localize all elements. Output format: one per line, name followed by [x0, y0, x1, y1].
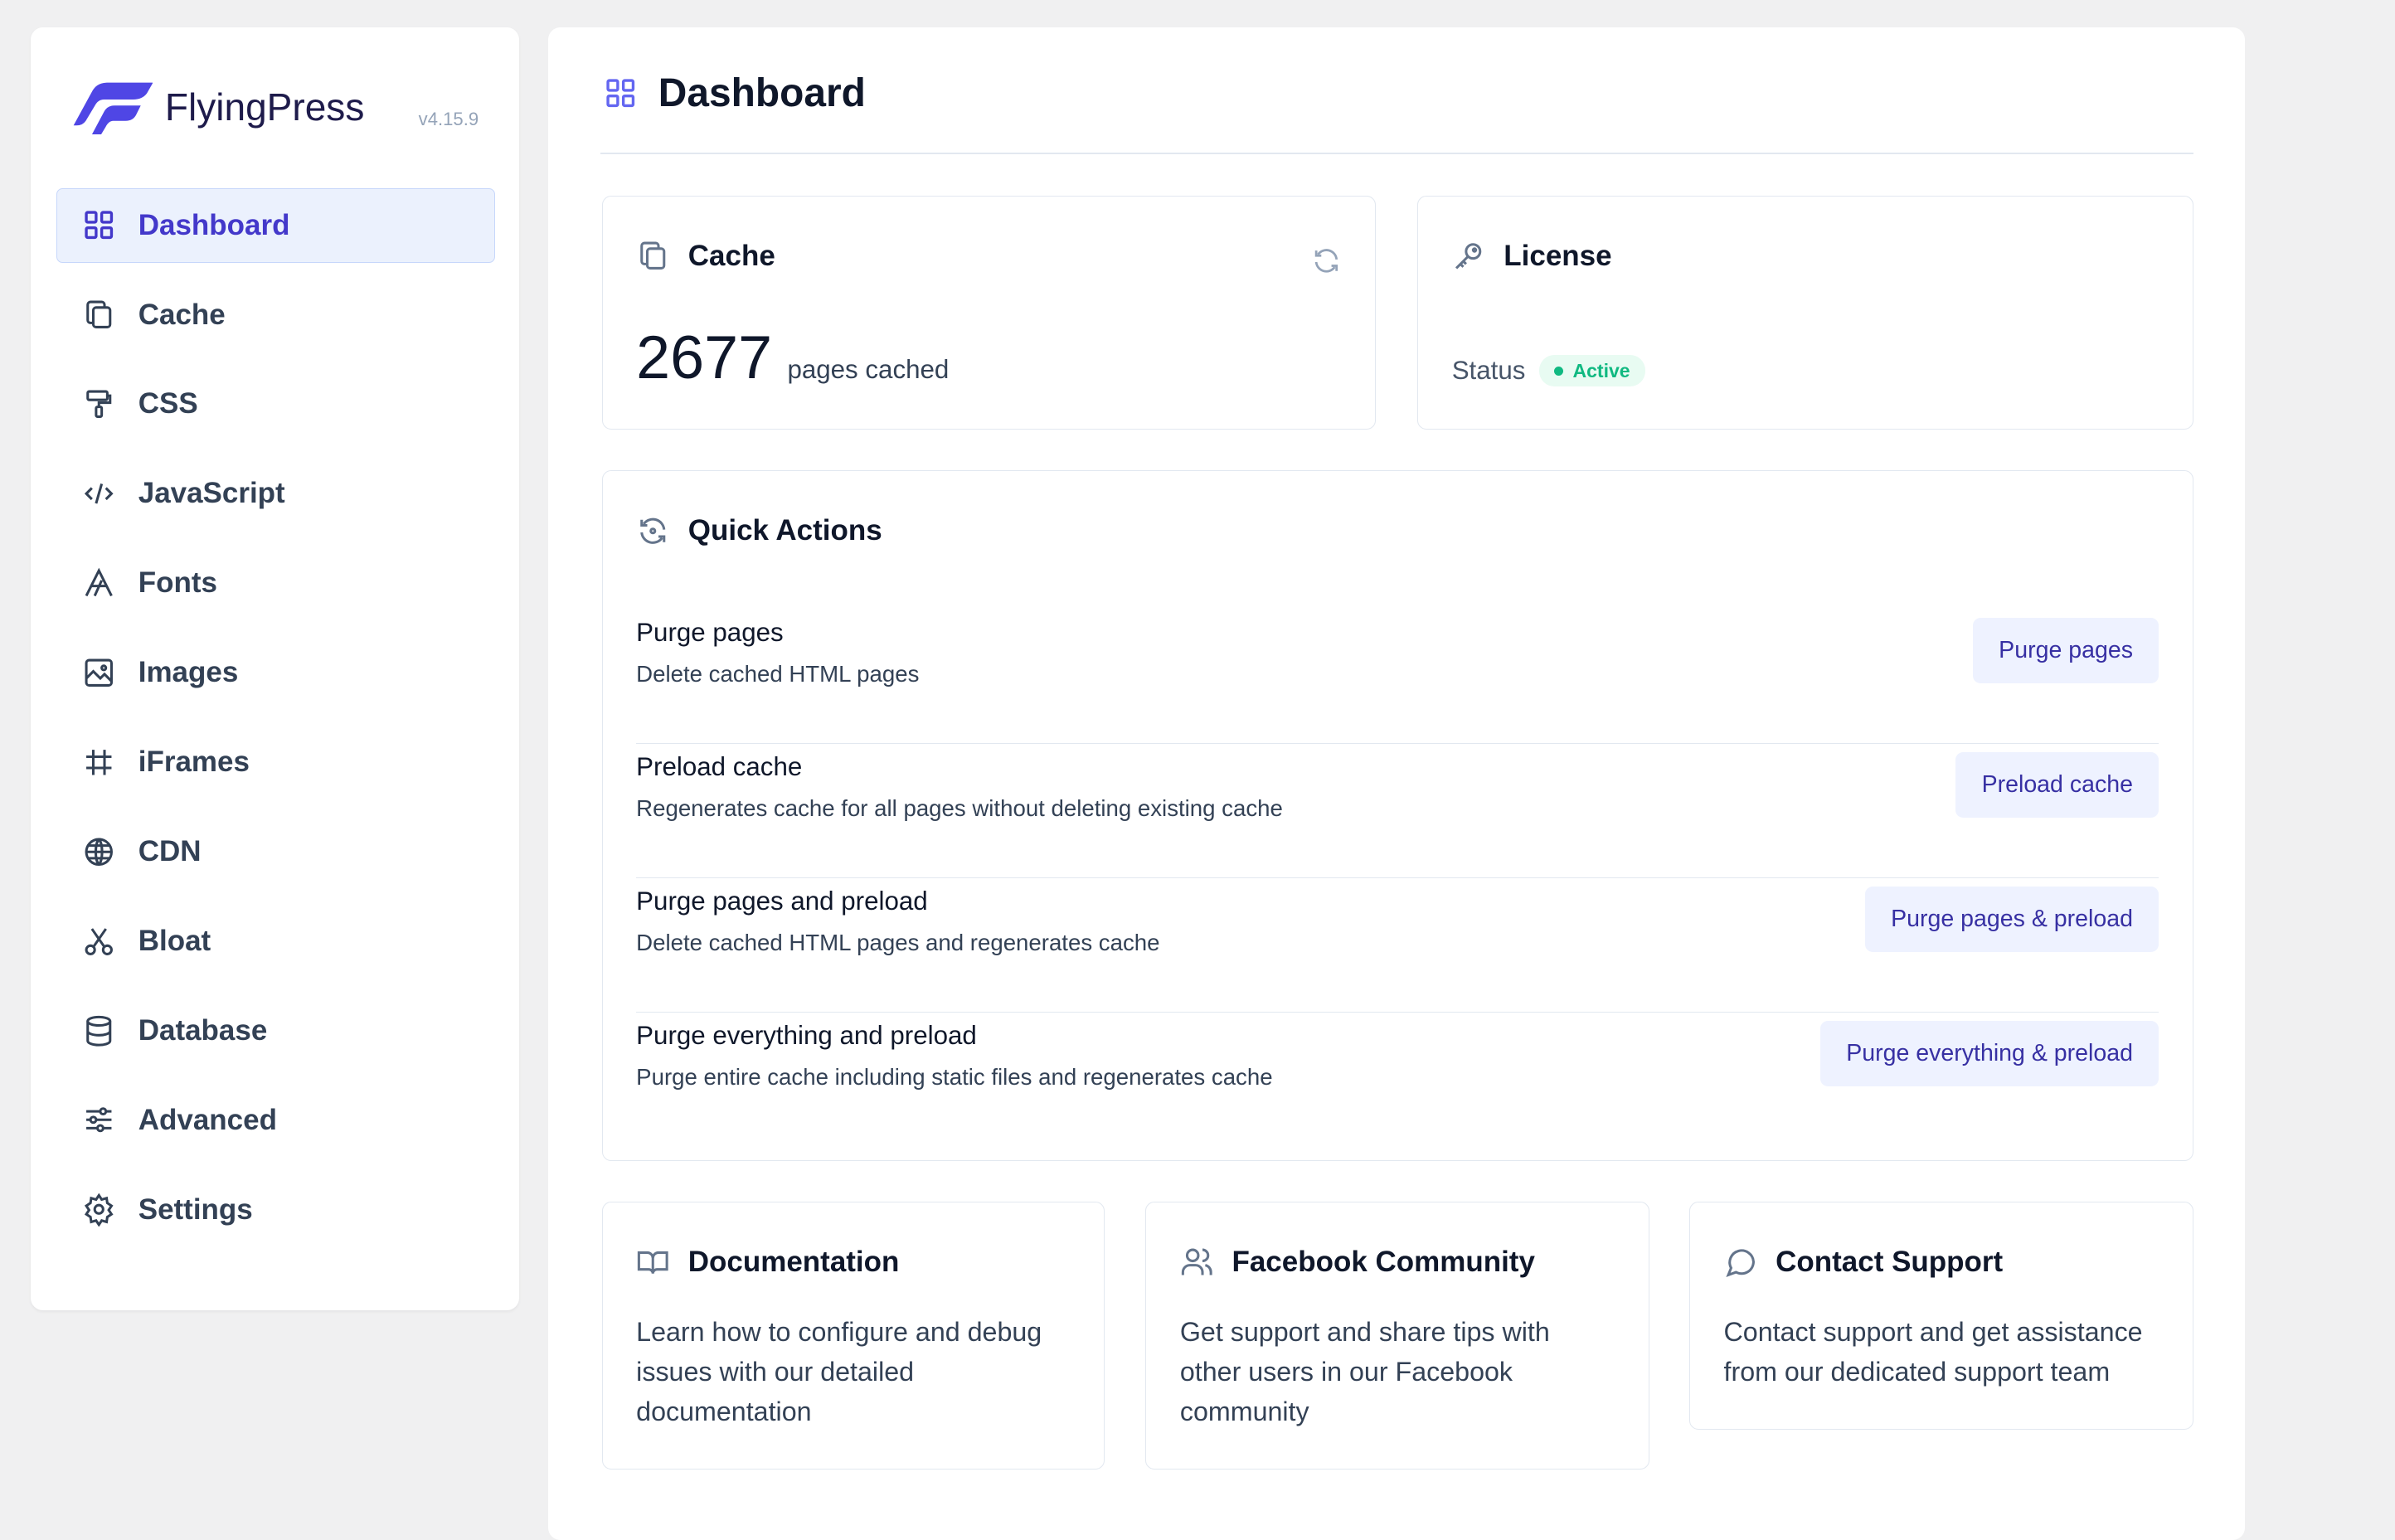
license-status: Status Active [1451, 355, 1645, 387]
quick-action-desc: Delete cached HTML pages and regenerates… [636, 929, 1160, 955]
contact-support-text: Contact support and get assistance from … [1723, 1317, 2143, 1387]
sidebar-item-settings[interactable]: Settings [56, 1172, 495, 1246]
sidebar-item-label: Database [138, 1013, 268, 1047]
sidebar-item-label: Images [138, 656, 239, 689]
sidebar-item-css[interactable]: CSS [56, 367, 495, 441]
license-card-title: License [1452, 239, 1612, 273]
scissors-icon [85, 927, 113, 955]
hash-icon [85, 749, 112, 775]
sidebar-item-cdn[interactable]: CDN [56, 814, 495, 889]
cache-card: Cache 2677 pages cached [601, 195, 1377, 430]
contact-support-title-text: Contact Support [1776, 1246, 2004, 1279]
facebook-community-title: Facebook Community [1180, 1246, 1535, 1280]
sidebar-item-label: Fonts [138, 566, 217, 600]
sidebar-item-label: CSS [138, 387, 198, 420]
purge-everything-preload-button[interactable]: Purge everything & preload [1819, 1021, 2159, 1087]
sidebar-nav: Dashboard Cache CSS JavaScript Fonts Ima… [56, 187, 495, 1262]
gear-icon [84, 1193, 114, 1227]
globe-icon [85, 838, 113, 866]
quick-action-desc: Delete cached HTML pages [636, 660, 920, 687]
main-panel: Dashboard Cache 2677 pages cached Licens… [548, 27, 2246, 1540]
sidebar-item-label: JavaScript [138, 477, 285, 510]
facebook-community-text: Get support and share tips with other us… [1179, 1317, 1550, 1426]
sidebar-item-dashboard[interactable]: Dashboard [56, 187, 495, 263]
sidebar-item-label: Bloat [138, 924, 211, 957]
purge-pages-button[interactable]: Purge pages [1972, 618, 2159, 684]
preload-cache-button[interactable]: Preload cache [1955, 752, 2159, 819]
quick-action-title: Preload cache [636, 752, 803, 782]
page-title: Dashboard [658, 70, 866, 115]
status-text: Active [1572, 359, 1630, 381]
cache-count-label: pages cached [787, 354, 950, 384]
brand-logo[interactable]: FlyingPress [70, 80, 365, 135]
cache-card-title: Cache [636, 239, 775, 273]
flyingpress-logo-icon [73, 82, 153, 135]
code-icon [84, 483, 114, 504]
sidebar-item-javascript[interactable]: JavaScript [56, 456, 495, 531]
status-dot-icon [1554, 366, 1564, 376]
cache-title-text: Cache [687, 239, 775, 272]
version-label: v4.15.9 [418, 108, 479, 129]
sidebar-item-database[interactable]: Database [56, 993, 495, 1068]
sidebar-item-label: CDN [138, 834, 202, 867]
sidebar-item-label: iFrames [138, 746, 250, 779]
purge-pages-preload-button[interactable]: Purge pages & preload [1864, 887, 2159, 953]
refresh-icon[interactable] [1311, 245, 1342, 276]
copy-icon [85, 300, 111, 329]
sidebar: FlyingPress v4.15.9 Dashboard Cache CSS … [30, 27, 520, 1311]
status-label: Status [1451, 356, 1526, 386]
quick-actions-card: Quick Actions Purge pages Delete cached H… [601, 470, 2193, 1161]
grid-icon [605, 79, 634, 108]
chat-icon [1725, 1249, 1755, 1278]
sliders-icon [85, 1107, 112, 1133]
sidebar-item-label: Cache [138, 298, 226, 331]
sidebar-item-fonts[interactable]: Fonts [56, 546, 495, 620]
key-icon [1455, 243, 1481, 270]
copy-icon [640, 241, 666, 270]
sidebar-item-iframes[interactable]: iFrames [56, 725, 495, 799]
book-icon [638, 1251, 668, 1275]
documentation-card[interactable]: Documentation Learn how to configure and… [601, 1202, 1105, 1470]
sidebar-item-label: Settings [138, 1193, 253, 1226]
quick-actions-title: Quick Actions [636, 514, 882, 548]
cache-stats: 2677 pages cached [636, 322, 949, 392]
status-badge: Active [1538, 355, 1645, 387]
quick-action-row: Preload cache Regenerates cache for all p… [636, 743, 2159, 879]
quick-action-title: Purge pages [636, 618, 784, 648]
refresh-icon [640, 517, 666, 544]
quick-action-row: Purge everything and preload Purge entire… [636, 1012, 2159, 1146]
license-title-text: License [1504, 239, 1612, 272]
sidebar-item-label: Dashboard [138, 208, 290, 241]
quick-action-title: Purge everything and preload [636, 1021, 977, 1051]
sidebar-item-bloat[interactable]: Bloat [56, 904, 495, 979]
quick-action-desc: Purge entire cache including static file… [636, 1063, 1273, 1090]
documentation-text: Learn how to configure and debug issues … [636, 1317, 1042, 1426]
quick-actions-title-text: Quick Actions [687, 514, 882, 547]
sidebar-item-cache[interactable]: Cache [56, 277, 495, 352]
facebook-community-title-text: Facebook Community [1232, 1246, 1535, 1279]
grid-icon [84, 211, 113, 240]
quick-action-title: Purge pages and preload [636, 887, 928, 916]
sidebar-item-label: Advanced [138, 1103, 277, 1136]
cache-count: 2677 [636, 322, 773, 391]
brand-name: FlyingPress [164, 85, 365, 129]
documentation-title: Documentation [636, 1246, 899, 1280]
paint-roller-icon [85, 390, 111, 419]
contact-support-title: Contact Support [1724, 1246, 2004, 1280]
page-header: Dashboard [604, 70, 866, 116]
users-icon [1181, 1248, 1212, 1275]
sidebar-item-images[interactable]: Images [56, 635, 495, 710]
quick-action-desc: Regenerates cache for all pages without … [636, 794, 1283, 821]
sidebar-item-advanced[interactable]: Advanced [56, 1083, 495, 1158]
image-icon [85, 658, 113, 687]
facebook-community-card[interactable]: Facebook Community Get support and share… [1145, 1202, 1650, 1470]
documentation-title-text: Documentation [687, 1246, 900, 1279]
license-card: License Status Active [1417, 195, 2193, 430]
header-divider [600, 153, 2193, 154]
font-icon [85, 567, 113, 597]
contact-support-card[interactable]: Contact Support Contact support and get … [1689, 1202, 2193, 1430]
quick-action-row: Purge pages and preload Delete cached HTM… [636, 877, 2159, 1013]
quick-action-row: Purge pages Delete cached HTML pages Purge… [636, 609, 2159, 745]
database-icon [85, 1015, 111, 1047]
